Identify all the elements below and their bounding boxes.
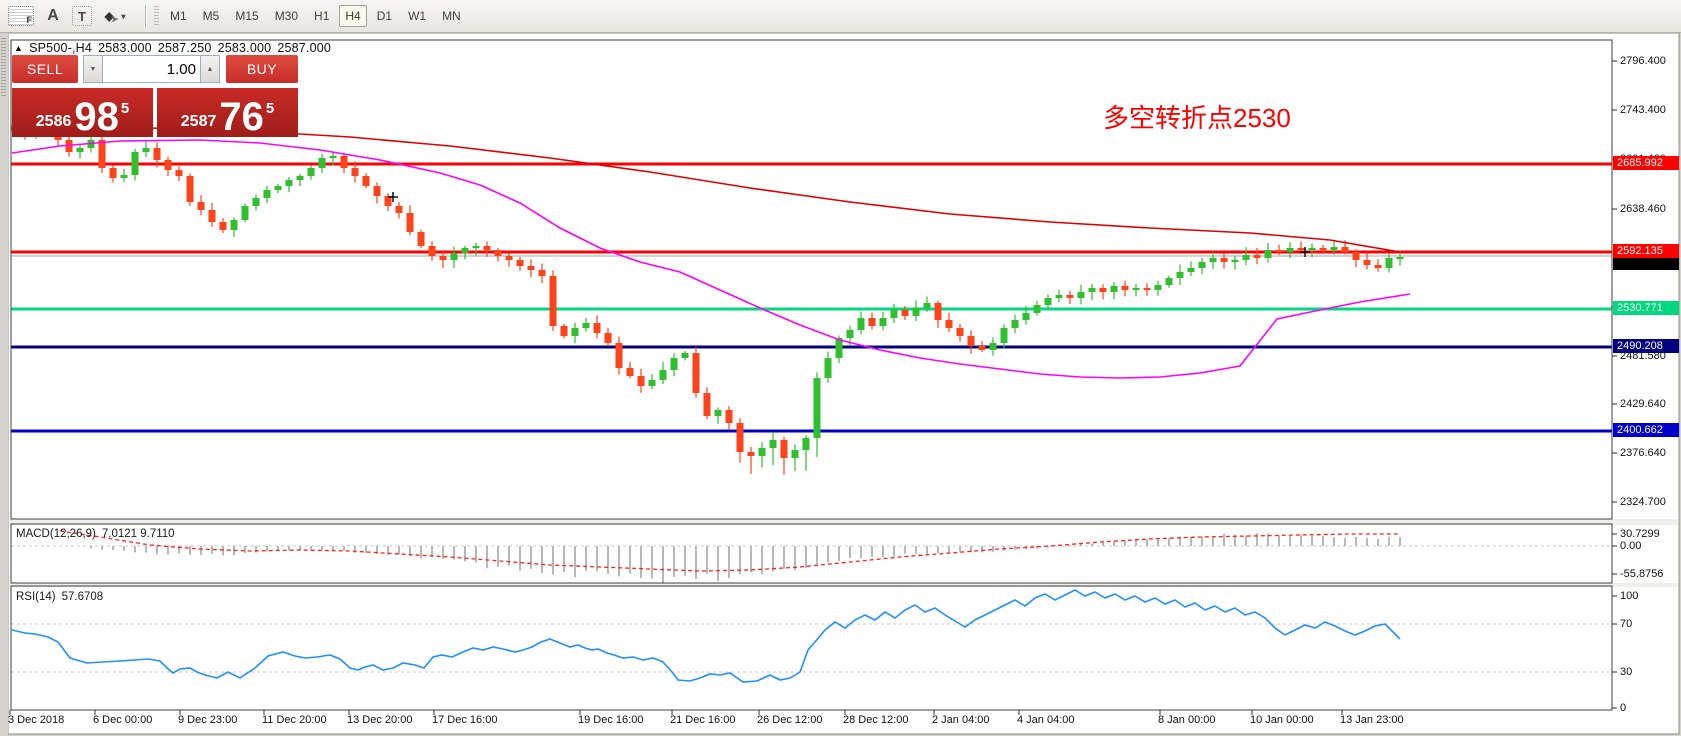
toolbar-gripper[interactable] <box>154 6 159 26</box>
tf-button-W1[interactable]: W1 <box>402 5 432 27</box>
time-tick-label: 10 Jan 00:00 <box>1250 714 1314 726</box>
tf-button-M5[interactable]: M5 <box>197 5 226 27</box>
time-tick-label: 11 Dec 20:00 <box>262 714 327 726</box>
time-tick-label: 3 Dec 2018 <box>8 714 65 726</box>
arrow-objects-icon[interactable]: ◆ ➤ ▾ <box>98 4 132 28</box>
volume-decrease-button[interactable]: ▼ <box>83 55 103 83</box>
macd-pane <box>11 530 1612 583</box>
collapse-triangle-icon[interactable]: ▲ <box>14 43 24 53</box>
price-line-label: 2685.992 <box>1613 156 1679 170</box>
macd-signal-line <box>59 530 1400 572</box>
price-tick-label: 2376.640 <box>1620 447 1666 459</box>
price-pane <box>11 112 1612 475</box>
bid-price-label <box>1613 254 1679 270</box>
sell-price-big: 98 <box>74 95 119 140</box>
time-tick-label: 6 Dec 00:00 <box>93 714 153 726</box>
dropdown-caret-icon[interactable]: ▾ <box>121 11 126 21</box>
tf-button-M30[interactable]: M30 <box>269 5 304 27</box>
price-line-label: 2530.771 <box>1613 301 1679 315</box>
chart-annotation-text: 多空转折点2530 <box>1103 103 1291 133</box>
buy-button[interactable]: BUY <box>226 55 298 83</box>
indicator-axis-label: 30.7299 <box>1620 528 1660 540</box>
tf-button-MN[interactable]: MN <box>436 5 467 27</box>
indicator-axis-label: 70 <box>1620 618 1633 630</box>
tf-button-H4[interactable]: H4 <box>339 5 367 27</box>
indicator-axis-label: 30 <box>1620 666 1633 678</box>
ohlc-close: 2587.000 <box>277 41 332 55</box>
one-click-trading-panel: SELL ▼ 1.00 ▲ BUY 2586 98 5 2587 76 5 <box>12 55 298 137</box>
buy-price-sup: 5 <box>265 100 275 117</box>
ma-short-line <box>11 139 1411 379</box>
tf-button-M1[interactable]: M1 <box>164 5 193 27</box>
rsi-indicator-label: RSI(14) 57.6708 <box>16 591 104 603</box>
time-tick-label: 26 Dec 12:00 <box>757 714 823 726</box>
sell-price-small: 2586 <box>35 113 72 130</box>
buy-price-big: 76 <box>219 95 264 140</box>
time-tick-label: 28 Dec 12:00 <box>843 714 909 726</box>
buy-price-box[interactable]: 2587 76 5 <box>157 88 298 137</box>
time-tick-label: 2 Jan 04:00 <box>932 714 990 726</box>
sell-price-sup: 5 <box>120 100 130 117</box>
rsi-value: 57.6708 <box>61 591 104 603</box>
price-line-label: 2592.135 <box>1613 244 1679 258</box>
indicator-axis-label: 0.00 <box>1620 540 1642 552</box>
rsi-line <box>11 589 1401 683</box>
rsi-pane <box>11 589 1612 683</box>
volume-increase-button[interactable]: ▲ <box>201 55 220 83</box>
trade-prices-row: 2586 98 5 2587 76 5 <box>12 88 298 137</box>
symbol-period: SP500-,H4 <box>29 41 93 55</box>
text-object-icon[interactable]: T <box>72 6 92 26</box>
toolbar-separator <box>145 5 146 27</box>
time-tick-label: 19 Dec 16:00 <box>578 714 644 726</box>
timeframe-bar: M1 M5 M15 M30 H1 H4 D1 W1 MN <box>162 5 469 27</box>
tf-button-H1[interactable]: H1 <box>308 5 335 27</box>
small-arrow-icon: ➤ <box>110 13 119 24</box>
left-gripper[interactable] <box>0 33 8 736</box>
ohlc-high: 2587.250 <box>157 41 212 55</box>
price-line-label: 2400.662 <box>1613 423 1679 437</box>
sell-price-box[interactable]: 2586 98 5 <box>12 88 153 137</box>
tf-button-M15[interactable]: M15 <box>229 5 264 27</box>
price-tick-label: 2796.400 <box>1620 55 1666 67</box>
time-tick-label: 13 Dec 20:00 <box>347 714 413 726</box>
price-tick-label: 2743.400 <box>1620 104 1666 116</box>
time-tick-label: 8 Jan 00:00 <box>1158 714 1216 726</box>
indicator-axis-label: -55.8756 <box>1620 568 1664 580</box>
time-tick-label: 9 Dec 23:00 <box>178 714 238 726</box>
ohlc-open: 2583.000 <box>98 41 152 55</box>
price-tick-label: 2429.640 <box>1620 398 1666 410</box>
indicator-window-icon[interactable]: F <box>8 6 34 26</box>
text-label-icon[interactable]: A <box>47 7 59 24</box>
buy-price-small: 2587 <box>180 113 217 130</box>
time-tick-label: 13 Jan 23:00 <box>1340 714 1404 726</box>
time-tick-label: 4 Jan 04:00 <box>1017 714 1075 726</box>
symbol-ohlc-header: ▲ SP500-,H4 2583.000 2587.250 2583.000 2587.0… <box>14 41 337 55</box>
toolbar: F A T ◆ ➤ ▾ M1 M5 M15 M30 H1 H4 D1 W1 MN <box>0 0 1681 33</box>
sell-button[interactable]: SELL <box>12 55 78 83</box>
time-tick-label: 21 Dec 16:00 <box>670 714 736 726</box>
diamond-icon: ◆ <box>104 9 114 23</box>
volume-input[interactable]: 1.00 <box>102 55 201 83</box>
macd-values: 7.0121 9.7110 <box>101 528 175 540</box>
time-tick-label: 17 Dec 16:00 <box>432 714 498 726</box>
tf-button-D1[interactable]: D1 <box>371 5 398 27</box>
indicator-axis-label: 100 <box>1620 590 1639 602</box>
macd-indicator-label: MACD(12,26,9) 7.0121 9.7110 <box>16 528 175 540</box>
price-tick-label: 2324.700 <box>1620 496 1666 508</box>
ohlc-low: 2583.000 <box>217 41 272 55</box>
trade-buttons-row: SELL ▼ 1.00 ▲ BUY <box>12 55 298 83</box>
price-tick-label: 2481.580 <box>1620 350 1666 362</box>
indicator-axis-label: 0 <box>1620 702 1627 714</box>
price-line-label: 2490.208 <box>1613 339 1679 353</box>
price-tick-label: 2638.460 <box>1620 203 1666 215</box>
